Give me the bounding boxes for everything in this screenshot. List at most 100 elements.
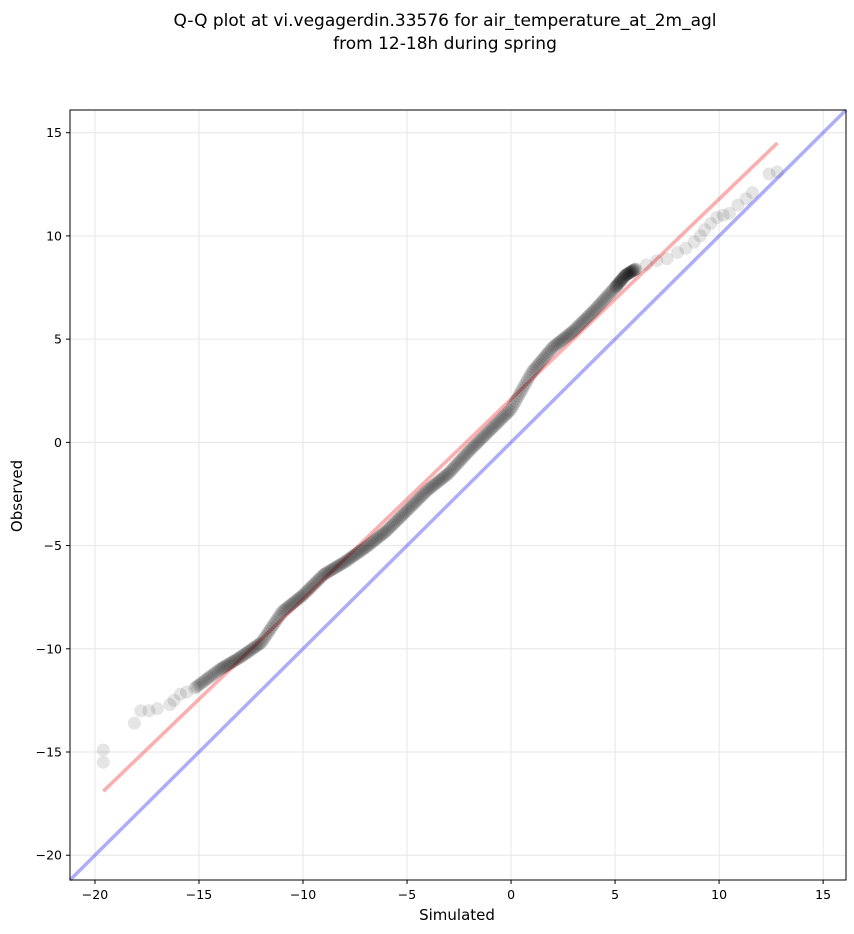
- data-point: [613, 274, 627, 288]
- data-point: [456, 450, 470, 464]
- data-point: [428, 477, 442, 491]
- data-point: [263, 622, 277, 636]
- y-tick-label: −10: [36, 641, 62, 656]
- data-point: [96, 743, 110, 757]
- y-axis-label: Observed: [8, 460, 26, 532]
- data-point: [504, 402, 518, 416]
- data-point: [543, 344, 557, 358]
- data-point: [360, 539, 374, 553]
- data-point: [354, 544, 368, 558]
- data-point: [615, 273, 629, 287]
- data-point: [534, 355, 548, 369]
- data-point: [495, 411, 509, 425]
- data-point: [592, 298, 606, 312]
- data-point: [256, 633, 270, 647]
- data-point: [275, 605, 289, 619]
- data-point: [436, 471, 450, 485]
- data-point: [231, 652, 245, 666]
- data-point: [448, 460, 462, 474]
- x-axis-label: Simulated: [419, 906, 495, 924]
- data-point: [318, 567, 332, 581]
- data-point: [461, 445, 475, 459]
- data-point: [366, 535, 380, 549]
- data-point: [292, 592, 306, 606]
- data-point: [538, 349, 552, 363]
- data-point: [599, 290, 613, 304]
- data-point: [253, 637, 267, 651]
- data-point: [477, 429, 491, 443]
- data-point: [243, 644, 257, 658]
- data-point: [509, 394, 523, 408]
- data-point: [248, 640, 262, 654]
- chart-title-line-1: Q-Q plot at vi.vegagerdin.33576 for air_…: [173, 11, 716, 31]
- data-point: [513, 386, 527, 400]
- data-point: [266, 618, 280, 632]
- data-point: [379, 524, 393, 538]
- data-point: [305, 579, 319, 593]
- data-point: [529, 360, 543, 374]
- data-point: [562, 327, 576, 341]
- data-point: [235, 649, 249, 663]
- data-point: [370, 531, 384, 545]
- data-point: [223, 656, 237, 670]
- data-point: [550, 337, 564, 351]
- x-tick-label: −20: [82, 887, 108, 902]
- data-point: [163, 698, 177, 712]
- data-point: [269, 613, 283, 627]
- data-point: [232, 651, 246, 665]
- data-point: [250, 639, 264, 653]
- x-tick-label: 15: [815, 887, 831, 902]
- data-point: [624, 265, 638, 279]
- data-point: [418, 486, 432, 500]
- data-point: [612, 276, 626, 290]
- data-point: [284, 598, 298, 612]
- data-point: [254, 636, 268, 650]
- data-point: [458, 448, 472, 462]
- data-point: [716, 208, 730, 222]
- data-point: [142, 704, 156, 718]
- data-point: [378, 525, 392, 539]
- data-point: [604, 285, 618, 299]
- data-point: [345, 550, 359, 564]
- data-point: [434, 472, 448, 486]
- data-point: [452, 455, 466, 469]
- data-point: [265, 620, 279, 634]
- data-point: [238, 647, 252, 661]
- y-tick-label: 10: [46, 228, 62, 243]
- data-point: [214, 662, 228, 676]
- data-point: [486, 420, 500, 434]
- data-point: [616, 271, 630, 285]
- data-point: [352, 545, 366, 559]
- data-point: [474, 432, 488, 446]
- data-point: [202, 670, 216, 684]
- data-point: [384, 520, 398, 534]
- data-point: [510, 392, 524, 406]
- data-point: [722, 206, 736, 220]
- data-point: [621, 267, 635, 281]
- data-point: [625, 264, 639, 278]
- data-point: [470, 436, 484, 450]
- data-point: [321, 565, 335, 579]
- data-point: [628, 262, 642, 276]
- data-point: [660, 252, 674, 266]
- data-point: [492, 414, 506, 428]
- data-point: [306, 578, 320, 592]
- data-point: [514, 384, 528, 398]
- data-point: [311, 573, 325, 587]
- plot-frame: [69, 109, 847, 881]
- data-point: [315, 569, 329, 583]
- data-point: [295, 589, 309, 603]
- data-point: [471, 435, 485, 449]
- data-point: [589, 302, 603, 316]
- data-point: [347, 549, 361, 563]
- data-point: [332, 559, 346, 573]
- data-point: [219, 659, 233, 673]
- data-point: [613, 275, 627, 289]
- data-point: [622, 266, 636, 280]
- data-point: [407, 496, 421, 510]
- data-point: [571, 319, 585, 333]
- data-point: [396, 508, 410, 522]
- data-point: [553, 335, 567, 349]
- data-point: [339, 554, 353, 568]
- data-point: [382, 521, 396, 535]
